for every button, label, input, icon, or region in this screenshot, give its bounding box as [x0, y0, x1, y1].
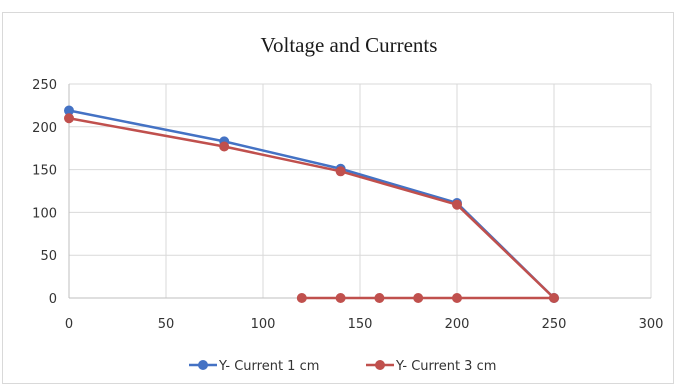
series-line-1 [68, 109, 555, 299]
legend-label-2: Y- Current 3 cm [395, 359, 496, 374]
plot-series [64, 105, 559, 303]
legend-label-1: Y- Current 1 cm [218, 359, 319, 374]
data-point [296, 293, 307, 303]
y-tick-label: 0 [49, 292, 57, 307]
x-tick-label: 250 [542, 317, 567, 332]
y-tick-label: 200 [32, 121, 57, 136]
y-tick-label: 100 [32, 206, 57, 221]
data-point [219, 141, 230, 152]
legend-marker-1 [198, 360, 208, 370]
y-tick-label: 250 [32, 78, 57, 93]
data-point [64, 113, 74, 124]
data-point [549, 293, 559, 303]
legend-marker-2 [375, 360, 385, 370]
y-tick-label: 150 [32, 164, 57, 179]
data-point [335, 166, 346, 177]
x-tick-label: 300 [639, 317, 664, 332]
data-point [452, 293, 462, 303]
y-tick-label: 50 [40, 249, 57, 264]
legend: Y- Current 1 cm Y- Current 3 cm [189, 359, 496, 374]
chart-frame [2, 12, 674, 384]
series-line-2 [68, 117, 556, 300]
x-tick-label: 200 [445, 317, 470, 332]
chart-title: Voltage and Currents [261, 33, 438, 57]
x-tick-label: 100 [251, 317, 276, 332]
x-tick-label: 0 [65, 317, 73, 332]
x-tick-label: 50 [158, 317, 175, 332]
data-point [374, 293, 385, 303]
data-point [64, 105, 74, 116]
tick-labels: 0 50 100 150 200 250 0 50 100 150 200 250 300 [32, 78, 663, 332]
gridlines [69, 83, 652, 298]
x-tick-label: 150 [348, 317, 373, 332]
data-point [452, 199, 462, 210]
data-point [335, 293, 346, 303]
data-point [413, 293, 424, 303]
